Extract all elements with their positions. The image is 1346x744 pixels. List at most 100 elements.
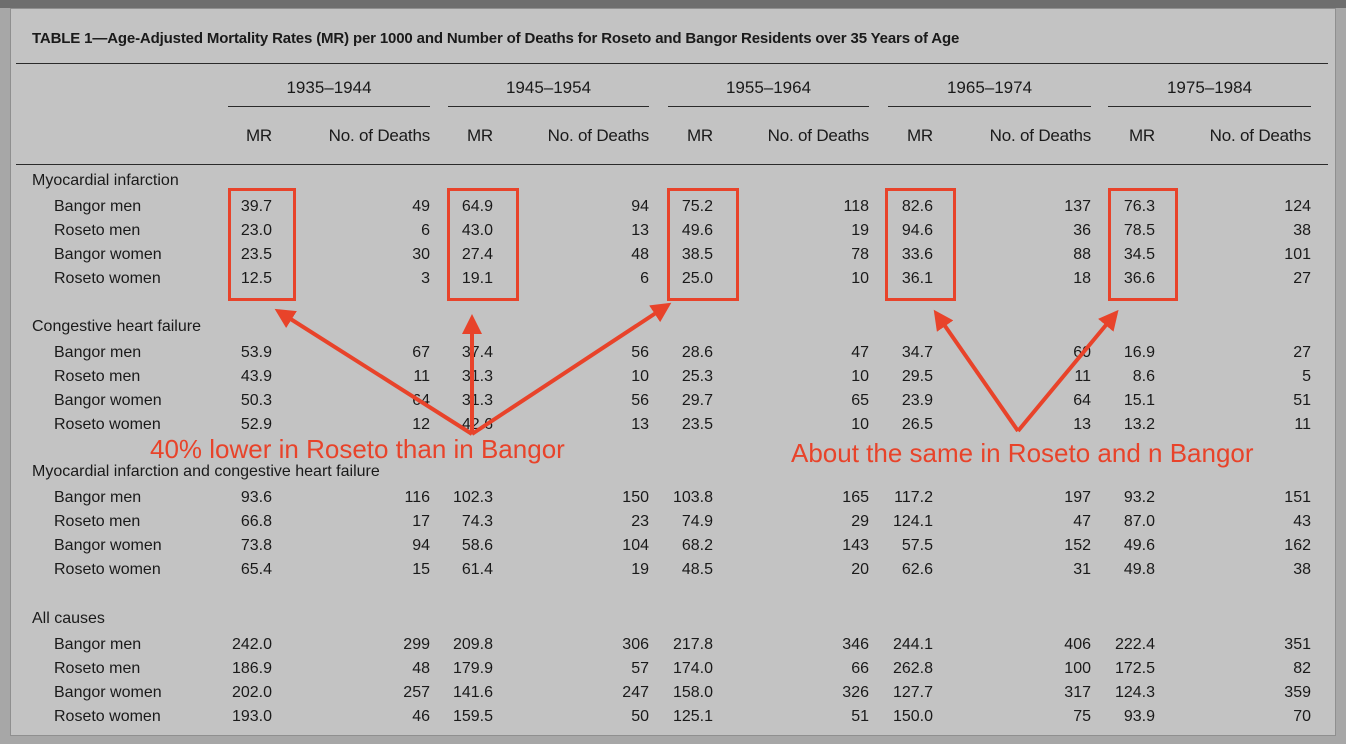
row-label: Bangor men [54, 198, 142, 215]
mr-cell: 209.8 [452, 636, 493, 653]
period-header: 1975–1984 [1166, 78, 1253, 97]
mr-cell: 26.5 [901, 416, 933, 433]
mr-cell: 34.7 [901, 344, 933, 361]
mr-column-header: MR [466, 126, 493, 145]
deaths-cell: 18 [1073, 270, 1091, 287]
deaths-cell: 197 [1064, 489, 1091, 506]
deaths-column-header: No. of Deaths [767, 126, 870, 145]
mr-cell: 74.9 [681, 513, 713, 530]
deaths-cell: 15 [412, 561, 430, 578]
deaths-cell: 257 [403, 684, 430, 701]
deaths-cell: 49 [412, 198, 430, 215]
mr-cell: 27.4 [461, 246, 493, 263]
row-label: Bangor women [54, 392, 162, 409]
deaths-cell: 38 [1293, 222, 1311, 239]
period-rule [1108, 106, 1311, 107]
deaths-cell: 306 [622, 636, 649, 653]
mr-cell: 49.6 [681, 222, 713, 239]
deaths-cell: 13 [631, 222, 649, 239]
row-label: Roseto men [54, 222, 141, 239]
deaths-cell: 88 [1073, 246, 1091, 263]
period-rule [888, 106, 1091, 107]
deaths-cell: 10 [851, 270, 869, 287]
section-title: Congestive heart failure [32, 318, 201, 335]
deaths-cell: 46 [412, 708, 430, 725]
deaths-cell: 6 [640, 270, 649, 287]
mr-cell: 78.5 [1123, 222, 1155, 239]
mr-cell: 159.5 [452, 708, 493, 725]
mr-cell: 13.2 [1123, 416, 1155, 433]
top-strip [0, 0, 1346, 8]
mr-cell: 262.8 [892, 660, 933, 677]
mr-cell: 29.5 [901, 368, 933, 385]
deaths-cell: 29 [851, 513, 869, 530]
section-title: Myocardial infarction and congestive hea… [32, 463, 380, 480]
highlight-box [228, 188, 296, 301]
left-annotation-text: 40% lower in Roseto than in Bangor [150, 434, 565, 464]
mr-cell: 93.9 [1123, 708, 1155, 725]
mr-cell: 16.9 [1123, 344, 1155, 361]
deaths-cell: 5 [1302, 368, 1311, 385]
mr-cell: 50.3 [240, 392, 272, 409]
mr-cell: 202.0 [231, 684, 272, 701]
mr-cell: 38.5 [681, 246, 713, 263]
mr-cell: 82.6 [901, 198, 933, 215]
deaths-cell: 150 [622, 489, 649, 506]
period-rule [668, 106, 869, 107]
mr-cell: 12.5 [240, 270, 272, 287]
mr-cell: 43.0 [461, 222, 493, 239]
mr-cell: 222.4 [1114, 636, 1155, 653]
mr-cell: 64.9 [461, 198, 493, 215]
section-title: Myocardial infarction [32, 172, 179, 189]
mr-cell: 244.1 [892, 636, 933, 653]
period-header: 1945–1954 [505, 78, 592, 97]
deaths-cell: 317 [1064, 684, 1091, 701]
mr-cell: 186.9 [231, 660, 272, 677]
row-label: Bangor men [54, 636, 142, 653]
row-label: Bangor men [54, 344, 142, 361]
row-label: Bangor women [54, 246, 162, 263]
period-header: 1935–1944 [286, 78, 372, 97]
title-rule [16, 63, 1328, 64]
mr-cell: 23.9 [901, 392, 933, 409]
row-label: Roseto men [54, 660, 141, 677]
deaths-cell: 57 [631, 660, 649, 677]
highlight-box [885, 188, 956, 301]
deaths-cell: 100 [1064, 660, 1091, 677]
deaths-cell: 19 [851, 222, 869, 239]
deaths-column-header: No. of Deaths [989, 126, 1092, 145]
right-annotation-text: About the same in Roseto and n Bangor [791, 438, 1254, 468]
mr-cell: 127.7 [892, 684, 933, 701]
deaths-cell: 116 [404, 489, 430, 506]
deaths-cell: 10 [851, 416, 869, 433]
deaths-cell: 20 [851, 561, 869, 578]
mr-cell: 141.6 [452, 684, 493, 701]
deaths-cell: 48 [412, 660, 430, 677]
row-label: Roseto men [54, 513, 141, 530]
row-label: Bangor men [54, 489, 142, 506]
deaths-cell: 27 [1293, 344, 1311, 361]
deaths-cell: 38 [1293, 561, 1311, 578]
mr-cell: 179.9 [452, 660, 493, 677]
deaths-cell: 137 [1064, 198, 1091, 215]
row-label: Roseto women [54, 270, 161, 287]
period-header: 1955–1964 [725, 78, 812, 97]
mr-cell: 36.1 [901, 270, 933, 287]
mr-cell: 87.0 [1123, 513, 1155, 530]
mr-cell: 68.2 [681, 537, 713, 554]
mr-cell: 19.1 [461, 270, 493, 287]
deaths-cell: 66 [851, 660, 869, 677]
period-rule [228, 106, 430, 107]
mr-cell: 124.1 [892, 513, 933, 530]
period-header: 1965–1974 [946, 78, 1033, 97]
mr-cell: 102.3 [452, 489, 493, 506]
deaths-cell: 17 [412, 513, 430, 530]
mr-cell: 61.4 [461, 561, 493, 578]
deaths-cell: 247 [622, 684, 649, 701]
mr-cell: 174.0 [672, 660, 713, 677]
deaths-cell: 101 [1284, 246, 1311, 263]
mr-cell: 65.4 [240, 561, 272, 578]
deaths-cell: 346 [842, 636, 869, 653]
